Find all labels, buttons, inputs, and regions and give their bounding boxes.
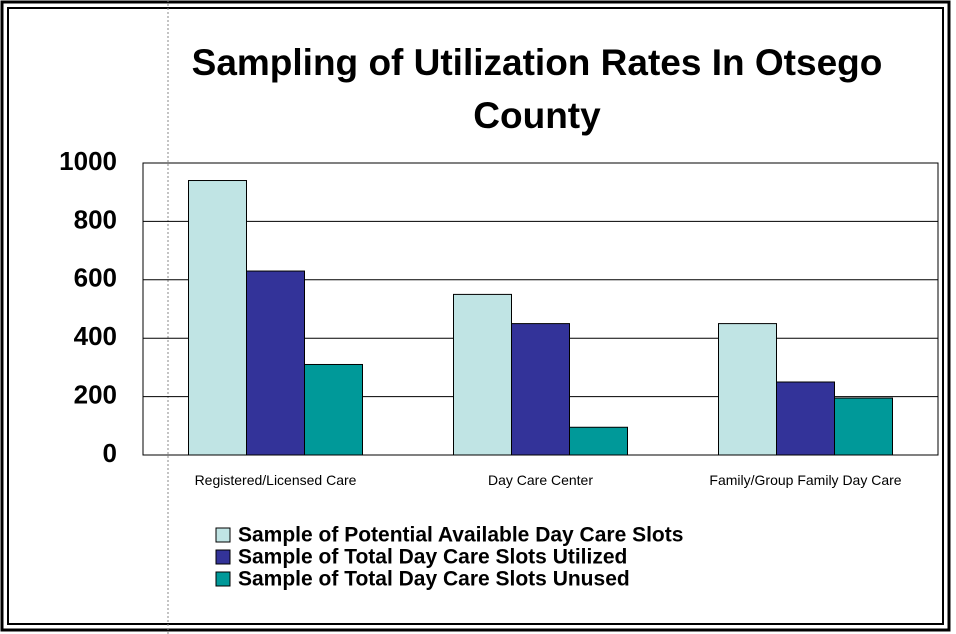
- x-tick-label: Registered/Licensed Care: [194, 472, 357, 488]
- legend-swatch: [215, 571, 231, 587]
- inner-frame: [7, 7, 944, 625]
- bar: [304, 363, 363, 456]
- legend-swatch: [215, 527, 231, 543]
- bar: [246, 270, 305, 456]
- legend-label: Sample of Potential Available Day Care S…: [238, 524, 683, 547]
- legend-swatch: [215, 549, 231, 565]
- x-tick-label: Family/Group Family Day Care: [709, 472, 902, 488]
- y-tick-label: 1000: [59, 146, 117, 176]
- bar: [453, 293, 512, 456]
- legend-label: Sample of Total Day Care Slots Utilized: [238, 546, 627, 569]
- bar: [569, 426, 628, 456]
- bar: [188, 180, 247, 456]
- x-tick-label: Day Care Center: [487, 472, 594, 488]
- y-tick-label: 600: [74, 263, 117, 293]
- y-tick-label: 200: [74, 379, 117, 409]
- bar: [776, 381, 835, 456]
- bar: [718, 323, 777, 456]
- legend-label: Sample of Total Day Care Slots Unused: [238, 568, 630, 591]
- chart-title: Sampling of Utilization Rates In Otsego …: [191, 42, 883, 136]
- y-tick-label: 800: [74, 204, 117, 234]
- bar: [834, 397, 893, 456]
- bar: [511, 323, 570, 456]
- y-tick-label: 400: [74, 321, 117, 351]
- y-tick-label: 0: [103, 438, 117, 468]
